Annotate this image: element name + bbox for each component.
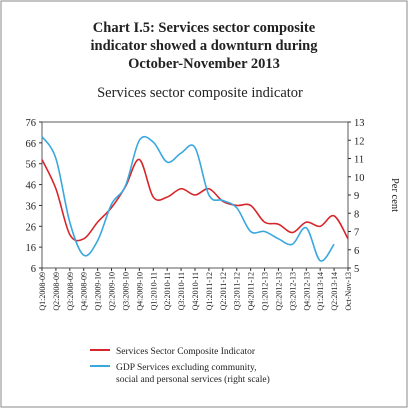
y2-tick-label: 8 (354, 209, 359, 220)
y-tick-label: 16 (26, 243, 37, 254)
y-tick-label: 76 (26, 118, 37, 129)
line-series (41, 158, 349, 242)
y2-tick-label: 11 (354, 155, 364, 166)
line-series (41, 135, 335, 262)
y2-tick-label: 10 (354, 173, 365, 184)
x-tick-label: Q4:2010-11 (191, 272, 200, 310)
x-tick-label: Q3:2010-11 (177, 272, 186, 310)
subtitle: Services sector composite indicator (97, 85, 303, 101)
y-tick-label: 46 (26, 181, 37, 192)
y2-tick-label: 5 (354, 264, 359, 275)
x-tick-label: Q2:2011-12 (219, 272, 228, 310)
title-line: Chart I.5: Services sector composite (93, 20, 316, 36)
y-tick-label: 56 (26, 160, 37, 171)
x-tick-label: Q4:2012-13 (302, 272, 311, 311)
x-tick-label: Q2:2008-09 (52, 272, 61, 311)
x-tick-label: Q1:2010-11 (149, 272, 158, 310)
legend-label: social and personal services (right scal… (116, 374, 270, 385)
y2-tick-label: 7 (354, 228, 359, 239)
x-tick-label: Q1:2009-10 (94, 272, 103, 311)
x-tick-label: Q1:2008-09 (38, 272, 47, 311)
y2-label: Per cent (389, 178, 400, 212)
x-tick-label: Q3:2012-13 (288, 272, 297, 311)
x-tick-label: Q1:2012-13 (261, 272, 270, 311)
x-tick-label: Q4:2009-10 (135, 272, 144, 311)
x-tick-label: Q1:2011-12 (205, 272, 214, 310)
x-tick-label: Q2:2009-10 (108, 272, 117, 311)
x-tick-label: Oct-Nov-13 (344, 272, 353, 311)
y-tick-label: 26 (26, 222, 37, 233)
y2-tick-label: 6 (354, 246, 359, 257)
y-tick-label: 36 (26, 201, 37, 212)
legend-label: GDP Services excluding community, (116, 363, 256, 373)
y2-tick-label: 13 (354, 118, 365, 129)
y2-tick-label: 9 (354, 191, 359, 202)
x-tick-label: Q1:2013-14 (316, 272, 325, 311)
x-tick-label: Q2:2013-14 (330, 272, 339, 311)
x-tick-label: Q2:2010-11 (163, 272, 172, 310)
legend-label: Services Sector Composite Indicator (116, 347, 256, 357)
title-line: October-November 2013 (128, 56, 280, 72)
x-tick-label: Q2:2012-13 (274, 272, 283, 311)
y2-tick-label: 12 (354, 136, 365, 147)
title-line: indicator showed a downturn during (91, 38, 319, 54)
y-tick-label: 6 (31, 264, 36, 275)
x-tick-label: Q3:2011-12 (233, 272, 242, 310)
x-tick-label: Q4:2008-09 (80, 272, 89, 311)
x-tick-label: Q3:2009-10 (121, 272, 130, 311)
x-tick-label: Q3:2008-09 (66, 272, 75, 311)
y-tick-label: 66 (26, 139, 37, 150)
x-tick-label: Q4:2011-12 (247, 272, 256, 310)
